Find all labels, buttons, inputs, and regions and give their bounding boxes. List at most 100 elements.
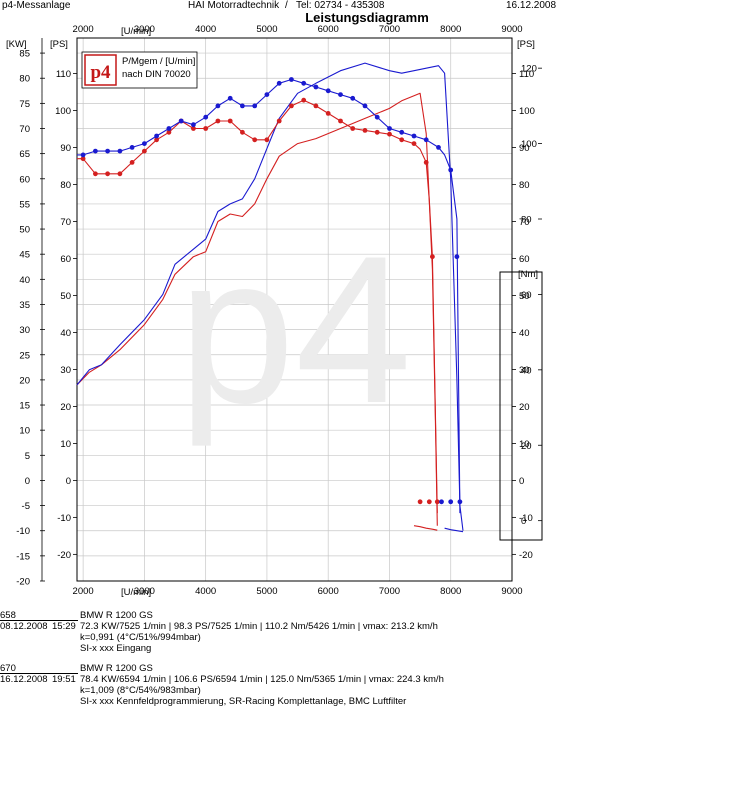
- ps-right-tick-label: 10: [519, 439, 530, 450]
- torque-marker-run1: [362, 127, 368, 133]
- x-tick-label-bottom: 3000: [134, 586, 155, 597]
- torque-marker-run2: [215, 103, 221, 109]
- torque-marker-run2: [454, 254, 460, 260]
- torque-marker-run2: [289, 77, 294, 82]
- ps-right-tick-label: -20: [519, 550, 533, 561]
- ps-right-tick-label: 0: [519, 476, 524, 487]
- torque-marker-run1: [166, 129, 172, 135]
- kw-tick-label: 35: [19, 300, 30, 311]
- ps-right-tick-label: 80: [519, 180, 530, 191]
- kw-tick-label: 85: [19, 49, 30, 60]
- torque-marker-run2: [338, 92, 343, 97]
- series-line-run1-torque: [77, 99, 438, 514]
- ps-tick-label: 10: [60, 439, 71, 450]
- series-line-run1-power: [76, 92, 438, 526]
- x-tick-label-bottom: 5000: [256, 586, 277, 597]
- chart-title: Leistungsdiagramm: [305, 10, 429, 25]
- ps-tick-label: 90: [60, 143, 71, 154]
- ps-tick-label: 40: [60, 328, 71, 339]
- torque-marker-run1: [325, 111, 331, 116]
- torque-marker-run2: [178, 118, 184, 124]
- run-stats: 78.4 KW/6594 1/min | 106.6 PS/6594 1/min…: [80, 674, 444, 685]
- x-tick-label-bottom: 6000: [318, 586, 339, 597]
- series-line-run2-power: [76, 62, 464, 531]
- ps-right-tick-label: 90: [519, 143, 530, 154]
- torque-marker-run2: [80, 152, 86, 158]
- kw-tick-label: 0: [25, 476, 30, 487]
- right-axis-unit: [PS]: [517, 39, 535, 50]
- x-tick-label-bottom: 9000: [501, 586, 522, 597]
- ps-right-tick-label: 110: [519, 69, 534, 80]
- torque-marker-run1: [264, 137, 270, 143]
- torque-marker-run1: [80, 156, 86, 162]
- x-tick-label-bottom: 8000: [440, 586, 461, 597]
- power-chart: p4 2000200030003000400040005000500060006…: [6, 24, 543, 598]
- torque-marker-run2: [325, 88, 331, 94]
- ps-tick-label: 20: [60, 402, 71, 413]
- ps-tick-label: 100: [55, 106, 71, 117]
- run-correction: k=1,009 (8°C/54%/983mbar): [80, 685, 201, 696]
- torque-marker-run1: [399, 137, 405, 143]
- series-line-run2-power: [444, 527, 464, 533]
- x-tick-label-top: 3000: [134, 24, 155, 35]
- torque-marker-run2: [264, 92, 270, 97]
- kw-tick-label: 5: [25, 451, 30, 462]
- torque-marker-run2: [93, 148, 98, 154]
- torque-marker-run1: [417, 499, 423, 505]
- torque-marker-run1: [350, 126, 356, 131]
- torque-marker-run1: [289, 103, 294, 109]
- torque-marker-run2: [276, 80, 282, 86]
- torque-marker-run1: [227, 118, 233, 124]
- kw-tick-label: 60: [19, 174, 30, 185]
- kw-tick-label: 20: [19, 375, 30, 386]
- run-id: 658: [0, 610, 16, 621]
- torque-marker-run2: [374, 114, 380, 120]
- torque-marker-run1: [434, 499, 440, 505]
- run-info-658: 658 BMW R 1200 GS 08.12.2008 15:29 72.3 …: [0, 610, 734, 660]
- kw-tick-label: -15: [16, 551, 30, 562]
- torque-marker-run1: [105, 171, 110, 177]
- x-tick-label-bottom: 2000: [73, 586, 94, 597]
- kw-tick-label: 70: [19, 124, 30, 135]
- torque-marker-run2: [191, 122, 196, 128]
- ps-right-tick-label: 70: [519, 217, 530, 228]
- kw-tick-label: -20: [16, 577, 30, 588]
- inner-axis-unit: [PS]: [50, 39, 68, 50]
- x-tick-label-top: 9000: [501, 24, 522, 35]
- ps-right-tick-label: 30: [519, 365, 530, 376]
- kw-tick-label: -5: [22, 501, 30, 512]
- torque-marker-run1: [191, 126, 196, 131]
- torque-marker-run2: [240, 103, 245, 109]
- p4-logo-text: p4: [90, 62, 111, 83]
- torque-axis-frame: [499, 271, 543, 541]
- run-stats: 72.3 KW/7525 1/min | 98.3 PS/7525 1/min …: [80, 621, 438, 632]
- torque-marker-run1: [423, 160, 429, 165]
- torque-marker-run1: [93, 171, 98, 177]
- legend-line-1: P/Mgem / [U/min]: [122, 56, 195, 67]
- torque-marker-run1: [215, 118, 221, 124]
- ps-right-tick-label: -10: [519, 513, 533, 524]
- legend-line-2: nach DIN 70020: [122, 69, 191, 80]
- nm-tick-label: 0: [521, 516, 526, 527]
- x-tick-label-bottom: 7000: [379, 586, 400, 597]
- ps-right-tick-label: 60: [519, 254, 530, 265]
- torque-marker-run2: [301, 80, 307, 86]
- x-tick-label-top: 7000: [379, 24, 400, 35]
- x-tick-label-bottom: 4000: [195, 586, 216, 597]
- company-phone: Tel: 02734 - 435308: [296, 0, 385, 11]
- ps-right-tick-label: 100: [519, 106, 535, 117]
- x-axis-label-top: [U/min]: [121, 26, 151, 37]
- nm-tick-label: 80: [521, 215, 532, 226]
- company-name: HAI Motorradtechnik: [188, 0, 280, 11]
- torque-marker-run2: [362, 103, 368, 109]
- nm-tick-label: 20: [521, 441, 532, 452]
- torque-marker-run2: [423, 137, 429, 143]
- ps-tick-label: -20: [57, 550, 71, 561]
- left-axis-unit: [KW]: [6, 39, 27, 50]
- run-date: 08.12.2008: [0, 621, 48, 632]
- torque-marker-run1: [430, 254, 435, 260]
- torque-marker-run1: [129, 160, 135, 165]
- nm-tick-label: 40: [521, 365, 532, 376]
- torque-marker-run2: [142, 141, 147, 147]
- torque-marker-run2: [436, 145, 441, 150]
